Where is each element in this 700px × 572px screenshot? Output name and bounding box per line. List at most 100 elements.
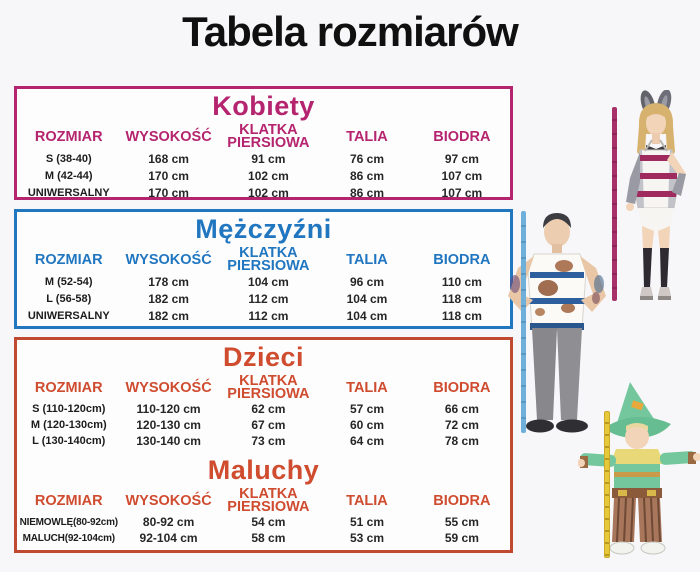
col-header-rozmiar: ROZMIAR	[34, 251, 103, 268]
cell-biodra: 118 cm	[441, 308, 482, 323]
man-costume-illustration	[508, 213, 606, 433]
size-row: NIEMOWLĘ(80-92cm) 80-92 cm 54 cm 51 cm 5…	[17, 514, 510, 530]
cell-biodra: 107 cm	[441, 168, 483, 183]
right-glove	[672, 173, 686, 196]
col-header-talia: TALIA	[346, 379, 388, 396]
col-header-wysokosc: WYSOKOŚĆ	[125, 492, 212, 509]
section-title-maluchy: Maluchy	[207, 455, 320, 485]
stockings	[643, 248, 669, 288]
belt	[612, 488, 662, 498]
woman-bunny-costume-illustration	[626, 90, 686, 300]
trousers	[532, 328, 582, 420]
cell-biodra: 97 cm	[444, 151, 479, 166]
cell-wysokosc: 110-120 cm	[136, 402, 201, 416]
row-label: MALUCH(92-104cm)	[22, 532, 116, 544]
shoes	[609, 541, 666, 555]
col-header-talia: TALIA	[346, 492, 388, 509]
cell-talia: 86 cm	[349, 168, 384, 183]
left-glove	[626, 152, 640, 204]
row-label: NIEMOWLĘ(80-92cm)	[19, 516, 118, 528]
cell-klatka: 102 cm	[248, 168, 289, 183]
cell-biodra: 66 cm	[444, 402, 479, 416]
cell-biodra: 110 cm	[441, 274, 482, 289]
face	[625, 425, 649, 449]
col-header-klatka-piersiowa: KLATKA PIERSIOWA	[227, 486, 310, 515]
col-header-wysokosc: WYSOKOŚĆ	[125, 128, 212, 145]
size-tables: Kobiety ROZMIAR WYSOKOŚĆ KLATKA PIERSIOW…	[14, 86, 513, 553]
cell-talia: 104 cm	[346, 308, 388, 323]
cell-wysokosc: 130-140 cm	[136, 434, 201, 448]
row-label: M (42-44)	[44, 169, 93, 182]
cell-klatka: 67 cm	[251, 418, 286, 432]
row-label: S (110-120cm)	[32, 403, 106, 415]
cell-biodra: 55 cm	[444, 515, 479, 529]
row-label: UNIWERSALNY	[27, 309, 110, 322]
row-label: M (120-130cm)	[30, 419, 107, 431]
row-label: M (52-54)	[44, 275, 93, 288]
yellow-collar	[610, 449, 664, 464]
row-label: UNIWERSALNY	[27, 186, 110, 199]
cell-talia: 86 cm	[349, 185, 384, 200]
col-header-rozmiar: ROZMIAR	[34, 492, 103, 509]
col-header-biodra: BIODRA	[433, 251, 491, 268]
row-label: L (56-58)	[46, 292, 92, 305]
size-row: M (52-54) 178 cm 104 cm 96 cm 110 cm	[17, 273, 510, 290]
toddler-costume-illustration	[578, 382, 700, 555]
section-title-dzieci: Dzieci	[222, 342, 305, 372]
size-row: L (56-58) 182 cm 112 cm 104 cm 118 cm	[17, 290, 510, 307]
header-row: ROZMIAR WYSOKOŚĆ KLATKA PIERSIOWA TALIA …	[17, 246, 510, 274]
cell-biodra: 72 cm	[444, 418, 479, 432]
col-header-rozmiar: ROZMIAR	[34, 379, 103, 396]
header-row: ROZMIAR WYSOKOŚĆ KLATKA PIERSIOWA TALIA …	[17, 123, 510, 151]
section-mezczyzni: Mężczyźni ROZMIAR WYSOKOŚĆ KLATKA PIERSI…	[14, 209, 513, 329]
col-header-rozmiar: ROZMIAR	[34, 128, 103, 145]
tattoos	[510, 275, 604, 304]
measuring-stick-men	[521, 211, 526, 433]
cell-klatka: 62 cm	[251, 402, 286, 416]
hair-fringe	[626, 423, 648, 431]
size-row: S (110-120cm) 110-120 cm 62 cm 57 cm 66 …	[17, 401, 510, 417]
size-row: M (42-44) 170 cm 102 cm 86 cm 107 cm	[17, 167, 510, 184]
size-row: S (38-40) 168 cm 91 cm 76 cm 97 cm	[17, 150, 510, 167]
corset-straps	[634, 155, 677, 197]
cell-klatka: 91 cm	[251, 151, 286, 166]
col-header-wysokosc: WYSOKOŚĆ	[125, 251, 212, 268]
cell-talia: 96 cm	[349, 274, 384, 289]
cell-wysokosc: 182 cm	[148, 308, 189, 323]
col-header-biodra: BIODRA	[433, 492, 491, 509]
section-dzieci-maluchy: Dzieci ROZMIAR WYSOKOŚĆ KLATKA PIERSIOWA…	[14, 337, 513, 553]
cell-talia: 76 cm	[349, 151, 384, 166]
cell-wysokosc: 170 cm	[148, 185, 189, 200]
size-row: M (120-130cm) 120-130 cm 67 cm 60 cm 72 …	[17, 417, 510, 433]
cell-klatka: 112 cm	[248, 291, 289, 306]
cell-biodra: 118 cm	[441, 291, 482, 306]
face	[544, 217, 570, 247]
platform-heels	[640, 287, 671, 300]
cell-wysokosc: 182 cm	[148, 291, 189, 306]
section-title-mezczyzni: Mężczyźni	[195, 214, 332, 244]
cell-talia: 53 cm	[349, 531, 384, 545]
section-title-kobiety: Kobiety	[212, 91, 315, 121]
cell-biodra: 107 cm	[441, 185, 483, 200]
hair	[543, 213, 571, 228]
neck	[552, 244, 562, 253]
header-row: ROZMIAR WYSOKOŚĆ KLATKA PIERSIOWA TALIA …	[17, 486, 510, 515]
cell-wysokosc: 92-104 cm	[139, 531, 198, 545]
row-label: L (130-140cm)	[32, 435, 106, 447]
cell-klatka: 58 cm	[251, 531, 286, 545]
size-row: UNIWERSALNY 170 cm 102 cm 86 cm 107 cm	[17, 184, 510, 200]
shirt-stains	[535, 260, 575, 316]
cell-biodra: 59 cm	[444, 531, 479, 545]
col-header-biodra: BIODRA	[433, 379, 491, 396]
cell-talia: 57 cm	[349, 402, 384, 416]
cell-talia: 64 cm	[349, 434, 384, 448]
cell-biodra: 78 cm	[444, 434, 479, 448]
cell-wysokosc: 80-92 cm	[142, 515, 195, 529]
cell-klatka: 73 cm	[251, 434, 286, 448]
cell-talia: 60 cm	[349, 418, 384, 432]
cell-talia: 51 cm	[349, 515, 384, 529]
row-label: S (38-40)	[45, 152, 92, 165]
shirt-straps	[529, 272, 585, 330]
cell-klatka: 54 cm	[251, 515, 286, 529]
